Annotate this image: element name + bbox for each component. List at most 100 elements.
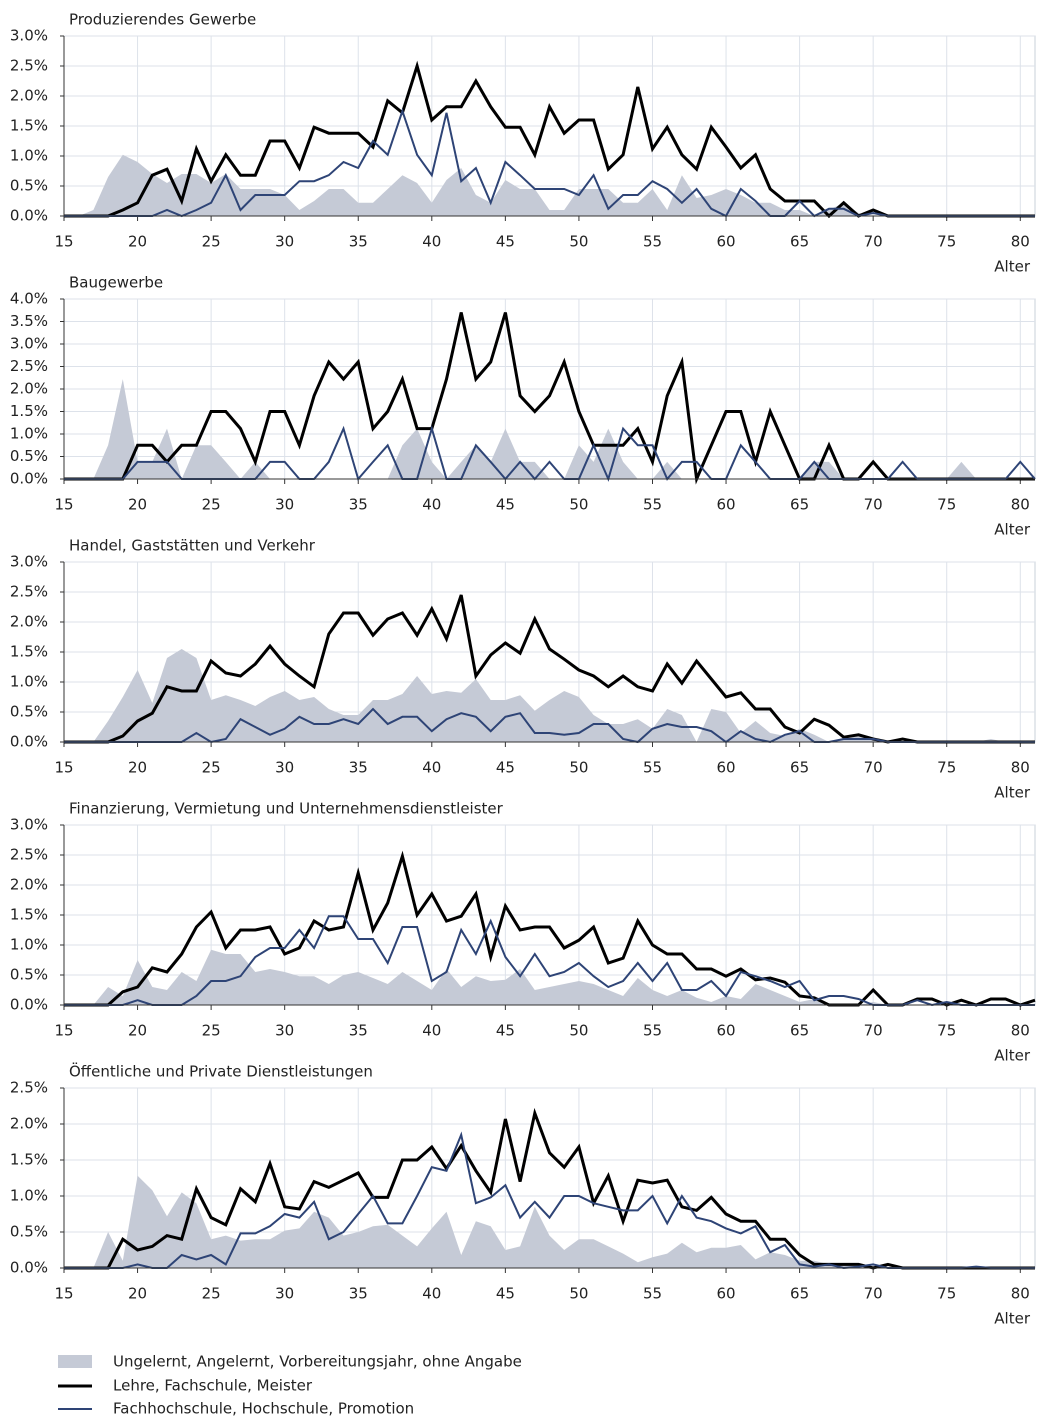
x-tick-label: 35 — [349, 1022, 368, 1040]
x-tick-label: 40 — [422, 1022, 441, 1040]
x-tick-label: 70 — [864, 233, 883, 251]
line — [64, 1131, 1035, 1270]
x-tick-label: 65 — [790, 233, 809, 251]
y-tick-label: 2.0% — [10, 380, 48, 398]
x-tick-label: 30 — [275, 759, 294, 777]
y-tick-label: 1.0% — [10, 936, 48, 954]
line — [64, 60, 1035, 219]
legend-label: Fachhochschule, Hochschule, Promotion — [113, 1400, 414, 1418]
x-tick-label: 80 — [1011, 496, 1030, 514]
x-tick-label: 35 — [349, 1285, 368, 1303]
x-tick-label: 75 — [937, 759, 956, 777]
x-tick-label: 80 — [1011, 759, 1030, 777]
x-tick-label: 75 — [937, 1285, 956, 1303]
y-tick-label: 1.5% — [10, 402, 48, 420]
y-tick-label: 3.0% — [10, 816, 48, 834]
legend-label: Ungelernt, Angelernt, Vorbereitungsjahr,… — [113, 1353, 522, 1371]
y-tick-label: 2.5% — [10, 846, 48, 864]
line — [64, 312, 1035, 485]
y-tick-label: 1.0% — [10, 673, 48, 691]
x-tick-label: 70 — [864, 1285, 883, 1303]
x-axis-label: Alter — [994, 1047, 1031, 1065]
x-tick-label: 60 — [716, 233, 735, 251]
x-tick-label: 40 — [422, 496, 441, 514]
x-tick-label: 15 — [54, 1285, 73, 1303]
x-tick-label: 20 — [128, 759, 147, 777]
x-tick-label: 60 — [716, 1285, 735, 1303]
y-tick-label: 2.5% — [10, 57, 48, 75]
panel-title: Handel, Gaststätten und Verkehr — [69, 537, 316, 555]
y-tick-label: 3.0% — [10, 335, 48, 353]
x-tick-label: 30 — [275, 496, 294, 514]
x-tick-label: 25 — [202, 1022, 221, 1040]
x-tick-label: 25 — [202, 1285, 221, 1303]
x-tick-label: 20 — [128, 496, 147, 514]
x-tick-label: 60 — [716, 759, 735, 777]
x-tick-label: 70 — [864, 496, 883, 514]
y-tick-label: 0.5% — [10, 447, 48, 465]
x-tick-label: 15 — [54, 496, 73, 514]
line — [64, 107, 1035, 218]
area — [64, 1175, 1035, 1268]
x-tick-label: 75 — [937, 1022, 956, 1040]
x-tick-label: 20 — [128, 1022, 147, 1040]
x-tick-label: 40 — [422, 759, 441, 777]
x-tick-label: 30 — [275, 1022, 294, 1040]
x-tick-label: 80 — [1011, 233, 1030, 251]
x-tick-label: 65 — [790, 496, 809, 514]
x-axis-label: Alter — [994, 521, 1031, 539]
x-tick-label: 60 — [716, 496, 735, 514]
x-axis-label: Alter — [994, 258, 1031, 276]
y-tick-label: 0.0% — [10, 1259, 48, 1277]
x-tick-label: 55 — [643, 1022, 662, 1040]
x-tick-label: 15 — [54, 1022, 73, 1040]
y-tick-label: 4.0% — [10, 290, 48, 308]
x-tick-label: 30 — [275, 1285, 294, 1303]
y-tick-label: 3.5% — [10, 312, 48, 330]
y-tick-label: 1.5% — [10, 1151, 48, 1169]
x-tick-label: 65 — [790, 1285, 809, 1303]
line — [64, 707, 1035, 744]
line — [64, 850, 1036, 1007]
y-tick-label: 0.0% — [10, 996, 48, 1014]
x-tick-label: 65 — [790, 759, 809, 777]
panel-title: Baugewerbe — [69, 274, 163, 292]
x-tick-label: 35 — [349, 759, 368, 777]
y-tick-label: 2.5% — [10, 583, 48, 601]
x-tick-label: 15 — [54, 233, 73, 251]
x-tick-label: 60 — [716, 1022, 735, 1040]
x-tick-label: 25 — [202, 233, 221, 251]
x-tick-label: 75 — [937, 233, 956, 251]
x-tick-label: 25 — [202, 496, 221, 514]
legend-swatch — [58, 1355, 92, 1368]
x-tick-label: 45 — [496, 1285, 515, 1303]
y-tick-label: 2.5% — [10, 357, 48, 375]
x-tick-label: 50 — [569, 496, 588, 514]
x-tick-label: 75 — [937, 496, 956, 514]
y-tick-label: 2.0% — [10, 87, 48, 105]
x-tick-label: 40 — [422, 233, 441, 251]
x-tick-label: 70 — [864, 1022, 883, 1040]
y-tick-label: 2.0% — [10, 876, 48, 894]
x-tick-label: 50 — [569, 1285, 588, 1303]
x-tick-label: 55 — [643, 496, 662, 514]
y-tick-label: 2.0% — [10, 1115, 48, 1133]
y-tick-label: 1.5% — [10, 643, 48, 661]
y-tick-label: 1.0% — [10, 425, 48, 443]
x-tick-label: 15 — [54, 759, 73, 777]
x-tick-label: 40 — [422, 1285, 441, 1303]
x-tick-label: 80 — [1011, 1022, 1030, 1040]
y-tick-label: 0.0% — [10, 733, 48, 751]
y-tick-label: 0.0% — [10, 470, 48, 488]
area — [64, 154, 1035, 216]
y-tick-label: 3.0% — [10, 553, 48, 571]
x-tick-label: 65 — [790, 1022, 809, 1040]
x-tick-label: 50 — [569, 233, 588, 251]
x-tick-label: 30 — [275, 233, 294, 251]
y-tick-label: 2.5% — [10, 1079, 48, 1097]
y-tick-label: 1.5% — [10, 906, 48, 924]
x-tick-label: 50 — [569, 759, 588, 777]
x-tick-label: 70 — [864, 759, 883, 777]
